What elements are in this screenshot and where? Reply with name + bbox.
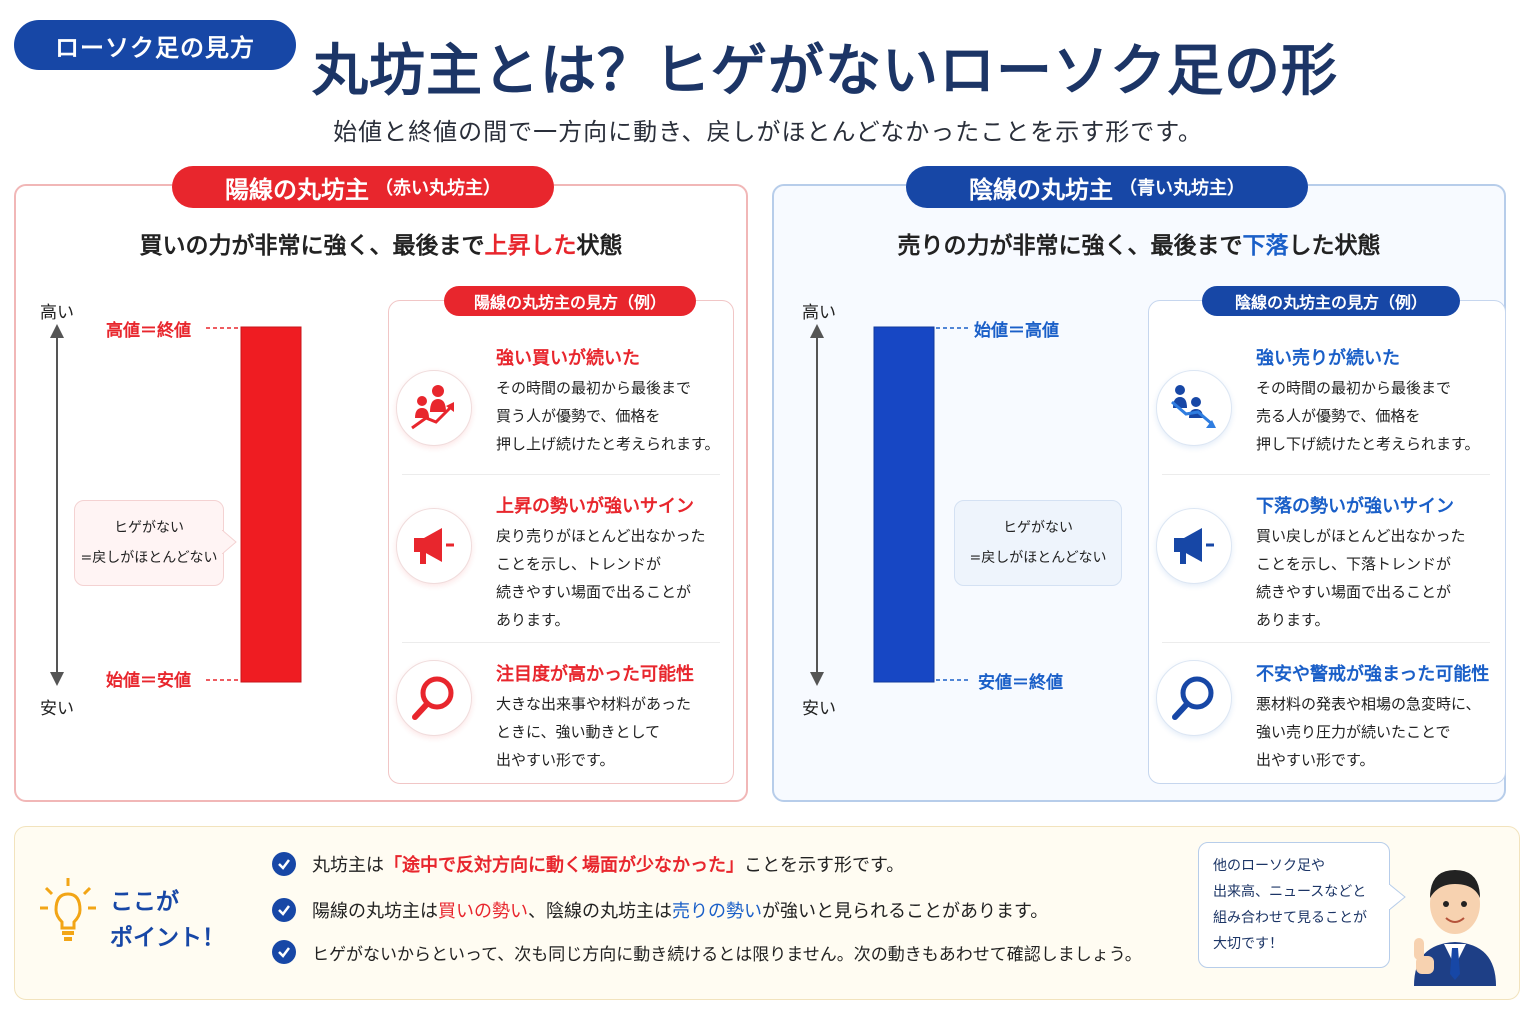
buyers-rising-icon <box>396 370 472 446</box>
bearish-heading-pre: 売りの力が非常に強く、最後まで <box>897 233 1243 259</box>
bullish-item-2-title: 上昇の勢いが強いサイン <box>496 496 694 517</box>
bullish-card-title: 陽線の丸坊主の見方（例） <box>444 286 696 316</box>
bearish-price-axis <box>810 324 824 686</box>
point-2-buy: 買いの勢い <box>438 901 528 922</box>
bullish-pill-main: 陽線の丸坊主 <box>225 175 369 204</box>
bearish-pill-main: 陰線の丸坊主 <box>969 175 1113 204</box>
advice-speech-bubble: 他のローソク足や 出来高、ニュースなどと 組み合わせて見ることが 大切です！ <box>1198 842 1390 968</box>
bearish-item-2-body: 買い戻しがほとんど出なかった ことを示し、下落トレンドが 続きやすい場面で出るこ… <box>1256 527 1466 629</box>
bearish-card-title: 陰線の丸坊主の見方（例） <box>1202 286 1460 316</box>
bearish-pill-sub: （青い丸坊主） <box>1119 178 1245 199</box>
bullish-label-bottom: 始値＝安値 <box>106 671 191 691</box>
bearish-heading: 売りの力が非常に強く、最後まで下落した状態 <box>772 226 1506 260</box>
bullish-candle <box>240 326 302 683</box>
bearish-item-1-body: その時間の最初から最後まで 売る人が優勢で、価格を 押し下げ続けたと考えられます… <box>1256 379 1480 453</box>
bullish-pill: 陽線の丸坊主 （赤い丸坊主） <box>172 166 554 208</box>
bearish-candle-graphic <box>873 326 970 683</box>
bearish-item-1-title: 強い売りが続いた <box>1256 348 1400 369</box>
point-2-c: 、陰線の丸坊主は <box>528 901 672 922</box>
bullish-price-axis <box>50 324 64 686</box>
point-2-sell: 売りの勢い <box>672 901 762 922</box>
bearish-candle <box>873 326 935 683</box>
bearish-item-3-body: 悪材料の発表や相場の急変時に、 強い売り圧力が続いたことで 出やすい形です。 <box>1256 695 1481 769</box>
points-title: ここが ポイント！ <box>110 884 225 956</box>
bearish-callout-line2: =戻しがほとんどない <box>969 550 1107 566</box>
check-icon <box>272 852 296 876</box>
point-row-2: 陽線の丸坊主は 買いの勢い 、陰線の丸坊主は 売りの勢い が強いと見られることがあります… <box>272 896 1048 924</box>
bullish-axis-high: 高い <box>40 303 74 323</box>
bearish-heading-post: した状態 <box>1288 233 1381 259</box>
bullish-callout-pointer <box>222 530 237 554</box>
bearish-item-2-title: 下落の勢いが強いサイン <box>1256 496 1454 517</box>
bullish-callout-line1: ヒゲがない <box>114 520 184 536</box>
bearish-pill: 陰線の丸坊主 （青い丸坊主） <box>906 166 1308 208</box>
bullish-heading-post: 状態 <box>576 233 623 259</box>
point-row-3: ヒゲがないからといって、次も同じ方向に動き続けるとは限りません。次の動きもあわせ… <box>272 938 1142 966</box>
bearish-item-3-title: 不安や警戒が強まった可能性 <box>1256 664 1490 685</box>
check-icon <box>272 940 296 964</box>
magnifier-icon <box>1156 660 1232 736</box>
point-row-1: 丸坊主は 「途中で反対方向に動く場面が少なかった」 ことを示す形です。 <box>272 850 904 878</box>
bearish-label-top: 始値＝高値 <box>974 321 1059 341</box>
page-title: 丸坊主とは？ヒゲがないローソク足の形 <box>312 39 1338 104</box>
bullish-divider-1 <box>402 474 720 475</box>
point-1-highlight: 「途中で反対方向に動く場面が少なかった」 <box>384 855 744 876</box>
bullish-item-2-body: 戻り売りがほとんど出なかった ことを示し、トレンドが 続きやすい場面で出ることが… <box>496 527 706 629</box>
bearish-callout: ヒゲがない =戻しがほとんどない <box>954 500 1122 586</box>
bullish-item-1-title: 強い買いが続いた <box>496 348 640 369</box>
bullish-heading: 買いの力が非常に強く、最後まで上昇した状態 <box>14 226 748 260</box>
bullish-item-3-body: 大きな出来事や材料があった ときに、強い動きとして 出やすい形です。 <box>496 695 692 769</box>
bullish-heading-highlight: 上昇した <box>484 233 577 259</box>
bullish-callout-line2: =戻しがほとんどない <box>80 550 218 566</box>
bearish-divider-1 <box>1162 474 1490 475</box>
bullish-axis-low: 安い <box>40 699 74 719</box>
speech-pointer <box>1389 884 1406 910</box>
point-2-a: 陽線の丸坊主は <box>312 901 438 922</box>
bearish-axis-low: 安い <box>802 699 836 719</box>
check-icon <box>272 898 296 922</box>
bullish-pill-sub: （赤い丸坊主） <box>375 178 501 199</box>
bullish-item-3-title: 注目度が高かった可能性 <box>496 664 694 685</box>
bearish-divider-2 <box>1162 642 1490 643</box>
bullish-heading-pre: 買いの力が非常に強く、最後まで <box>139 233 485 259</box>
bullish-divider-2 <box>402 642 720 643</box>
point-1-post: ことを示す形です。 <box>744 855 905 876</box>
megaphone-icon <box>1156 508 1232 584</box>
page-subtitle: 始値と終値の間で一方向に動き、戻しがほとんどなかったことを示す形です。 <box>333 118 1203 146</box>
magnifier-icon <box>396 660 472 736</box>
bullish-callout: ヒゲがない =戻しがほとんどない <box>74 500 224 586</box>
bearish-heading-highlight: 下落 <box>1242 233 1289 259</box>
bearish-callout-line1: ヒゲがない <box>1003 520 1073 536</box>
lightbulb-icon <box>40 878 96 941</box>
sellers-falling-icon <box>1156 370 1232 446</box>
bullish-candle-graphic <box>206 326 302 683</box>
megaphone-icon <box>396 508 472 584</box>
point-2-e: が強いと見られることがあります。 <box>762 901 1049 922</box>
bullish-label-top: 高値＝終値 <box>106 321 191 341</box>
businessman-avatar <box>1414 870 1496 986</box>
bullish-item-1-body: その時間の最初から最後まで 買う人が優勢で、価格を 押し上げ続けたと考えられます… <box>496 379 720 453</box>
points-title-line2: ポイント！ <box>110 925 225 951</box>
point-3-text: ヒゲがないからといって、次も同じ方向に動き続けるとは限りません。次の動きもあわせ… <box>312 944 1142 965</box>
bearish-label-bottom: 安値＝終値 <box>978 673 1063 693</box>
header-badge: ローソク足の見方 <box>14 20 296 70</box>
points-title-line1: ここが <box>110 889 179 915</box>
bearish-axis-high: 高い <box>802 303 836 323</box>
point-1-pre: 丸坊主は <box>312 855 384 876</box>
